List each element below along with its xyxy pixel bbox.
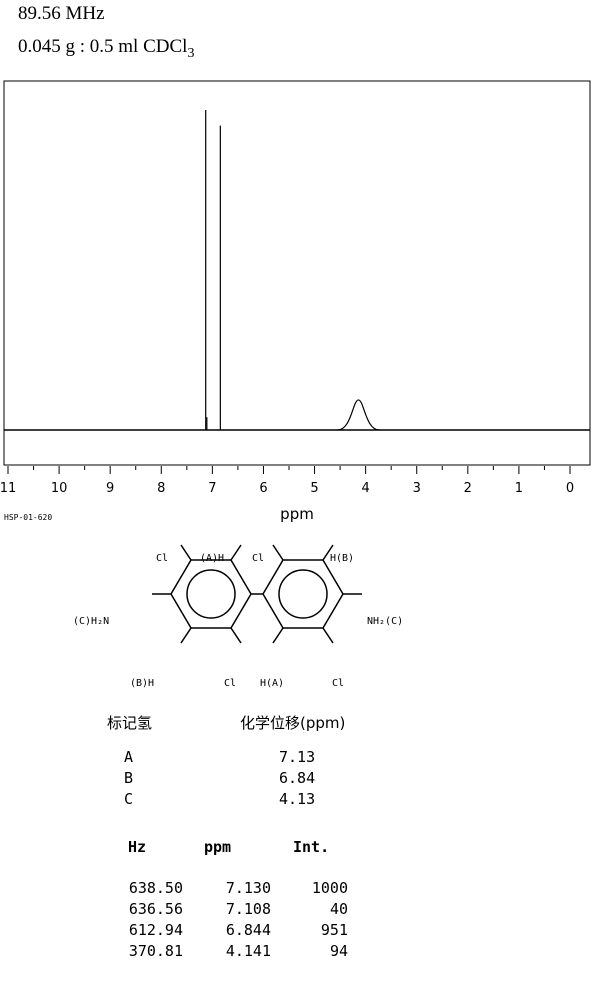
peak-cell-int: 40 xyxy=(329,900,348,918)
label-cl-bottom-left: Cl xyxy=(224,678,236,689)
peak-cell-hz: 370.81 xyxy=(128,942,183,960)
peak-cell-ppm: 7.108 xyxy=(225,900,271,918)
molecule-structure: Cl (A)H Cl H(B) (C)H₂N NH₂(C) (B)H Cl H(… xyxy=(73,544,403,689)
peak-cell-ppm: 4.141 xyxy=(225,942,271,960)
x-tick-label: 7 xyxy=(208,481,216,496)
label-hb-bottom: (B)H xyxy=(130,678,154,689)
assignment-label-c: C xyxy=(124,790,134,808)
peak-table-header-ppm: ppm xyxy=(204,838,232,856)
x-tick-label: 0 xyxy=(566,481,574,496)
peak-table-header-hz: Hz xyxy=(128,838,147,856)
bonds xyxy=(152,544,362,644)
x-tick-label: 5 xyxy=(310,481,318,496)
x-tick-label: 6 xyxy=(259,481,267,496)
ring-left xyxy=(170,559,252,629)
bond-cl-top-right xyxy=(272,544,284,561)
label-nh2-right: NH₂(C) xyxy=(367,616,403,627)
bond-cl-top-left xyxy=(180,544,192,561)
x-tick-label: 4 xyxy=(361,481,369,496)
x-axis-label: ppm xyxy=(280,505,314,523)
ring-left-aromatic-circle xyxy=(186,569,236,619)
plot-frame xyxy=(3,80,591,466)
nmr-spectrum-chart: 11 10 9 8 7 6 5 4 3 2 1 0 ppm xyxy=(0,80,591,523)
x-tick-label: 2 xyxy=(464,481,472,496)
peak-cell-hz: 612.94 xyxy=(128,921,183,939)
bond-cl-bottom-left xyxy=(230,627,242,644)
assignment-label-a: A xyxy=(124,748,134,766)
x-tick-label: 9 xyxy=(106,481,114,496)
label-cl-bottom-right: Cl xyxy=(332,678,344,689)
peak-cell-ppm: 6.844 xyxy=(225,921,271,939)
peak-cell-int: 1000 xyxy=(311,879,348,897)
x-tick-label: 3 xyxy=(413,481,421,496)
bond-cl-bottom-right xyxy=(322,627,334,644)
sample-subscript: 3 xyxy=(187,45,195,61)
label-hb-top: H(B) xyxy=(330,553,354,564)
peak-cell-hz: 636.56 xyxy=(128,900,183,918)
x-tick-label: 10 xyxy=(51,481,68,496)
label-cl-top-left: Cl xyxy=(156,553,168,564)
bond-hb-bottom xyxy=(180,627,192,644)
assignment-label-b: B xyxy=(124,769,134,787)
bond-hb-top xyxy=(322,544,334,561)
label-nh2-left: (C)H₂N xyxy=(73,616,109,627)
ring-right xyxy=(262,559,344,629)
x-tick-label: 8 xyxy=(157,481,165,496)
assignment-shift-b: 6.84 xyxy=(279,769,316,787)
peak-cell-hz: 638.50 xyxy=(128,879,183,897)
label-ha-bottom: H(A) xyxy=(260,678,284,689)
sample-concentration: 0.045 g : 0.5 ml CDCl3 xyxy=(18,36,194,62)
x-axis: 11 10 9 8 7 6 5 4 3 2 1 0 xyxy=(0,466,574,496)
assignment-header-shift: 化学位移(ppm) xyxy=(240,714,346,732)
spectrum-trace-layer xyxy=(4,110,590,431)
bond-ha-bottom xyxy=(272,627,284,644)
sample-text: 0.045 g : 0.5 ml CDCl xyxy=(18,36,188,57)
assignment-shift-a: 7.13 xyxy=(279,748,316,766)
x-tick-label: 11 xyxy=(0,481,16,496)
assignment-header-label: 标记氢 xyxy=(107,714,153,732)
spectrum-code: HSP-01-620 xyxy=(4,513,53,522)
peak-cell-int: 951 xyxy=(320,921,348,939)
peak-table-header-int: Int. xyxy=(293,838,330,856)
assignment-shift-c: 4.13 xyxy=(279,790,316,808)
peak-cell-int: 94 xyxy=(329,942,348,960)
spectrometer-frequency: 89.56 MHz xyxy=(18,3,105,24)
bond-ha-top xyxy=(230,544,242,561)
label-ha-top: (A)H xyxy=(200,553,224,564)
x-tick-label: 1 xyxy=(515,481,523,496)
ring-right-aromatic-circle xyxy=(278,569,328,619)
label-cl-top-right: Cl xyxy=(252,553,264,564)
peak-cell-ppm: 7.130 xyxy=(225,879,271,897)
spectrum-peak xyxy=(337,399,380,431)
